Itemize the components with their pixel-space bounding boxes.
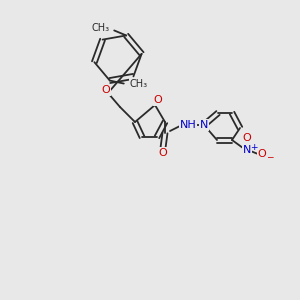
Text: CH₃: CH₃	[91, 23, 109, 33]
Text: CH₃: CH₃	[130, 79, 148, 88]
Text: O: O	[243, 133, 251, 143]
Text: −: −	[266, 152, 274, 161]
Text: O: O	[159, 148, 167, 158]
Text: N: N	[200, 120, 208, 130]
Text: +: +	[250, 142, 257, 152]
Text: O: O	[154, 95, 162, 105]
Text: O: O	[258, 149, 266, 159]
Text: O: O	[102, 85, 110, 95]
Text: N: N	[243, 145, 251, 155]
Text: NH: NH	[180, 120, 196, 130]
